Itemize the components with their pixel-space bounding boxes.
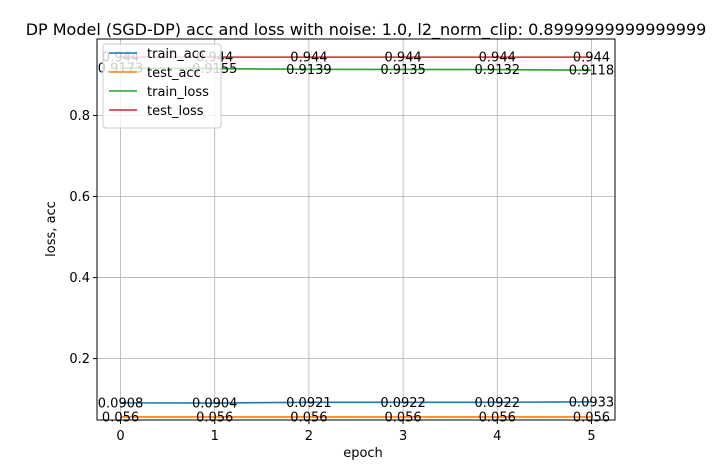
x-tick-label: 0 <box>116 429 124 444</box>
data-label-train_acc: 0.0921 <box>286 396 332 411</box>
series-line-train_acc <box>120 401 592 404</box>
x-tick-label: 1 <box>211 429 219 444</box>
data-label-train_loss: 0.9139 <box>286 63 332 78</box>
data-label-test_acc: 0.056 <box>573 410 610 425</box>
x-axis-label: epoch <box>343 446 383 461</box>
x-tick-label: 5 <box>587 429 595 444</box>
data-label-test_loss: 0.944 <box>384 51 421 66</box>
legend-box <box>102 43 222 129</box>
y-tick-label: 0.6 <box>69 190 90 205</box>
x-tick-label: 2 <box>305 429 313 444</box>
data-label-train_loss: 0.9118 <box>569 64 615 79</box>
data-label-test_acc: 0.056 <box>196 410 233 425</box>
data-label-test_loss: 0.944 <box>290 51 327 66</box>
plot-frame <box>96 38 616 421</box>
legend: train_acc test_acc train_loss test_loss <box>102 43 222 129</box>
data-label-test_loss: 0.944 <box>573 51 610 66</box>
y-tick-label: 0.4 <box>69 271 90 286</box>
legend-label-test_acc: test_acc <box>147 66 201 81</box>
data-label-train_acc: 0.0922 <box>380 396 426 411</box>
legend-label-test_loss: test_loss <box>147 104 204 119</box>
chart-title: DP Model (SGD-DP) acc and loss with nois… <box>26 20 707 40</box>
x-tick-label: 4 <box>493 429 501 444</box>
legend-label-train_loss: train_loss <box>147 85 209 100</box>
data-label-test_acc: 0.056 <box>102 410 139 425</box>
data-label-train_acc: 0.0908 <box>98 396 144 411</box>
data-label-test_acc: 0.056 <box>479 410 516 425</box>
legend-label-train_acc: train_acc <box>147 47 206 62</box>
y-axis-label: loss, acc <box>44 201 59 257</box>
data-label-train_acc: 0.0922 <box>475 396 521 411</box>
data-label-test_acc: 0.056 <box>384 410 421 425</box>
data-label-train_loss: 0.9132 <box>475 63 521 78</box>
data-label-train_acc: 0.0904 <box>192 397 238 412</box>
x-tick-label: 3 <box>399 429 407 444</box>
y-tick-label: 0.8 <box>69 109 90 124</box>
data-label-train_acc: 0.0933 <box>569 395 615 410</box>
data-label-train_loss: 0.9135 <box>380 63 426 78</box>
axis-ticks: 0 1 2 3 4 5 0.2 0.4 0.6 0.8 <box>69 109 595 444</box>
data-label-test_acc: 0.056 <box>290 410 327 425</box>
data-label-test_loss: 0.944 <box>479 51 516 66</box>
y-tick-label: 0.2 <box>69 352 90 367</box>
